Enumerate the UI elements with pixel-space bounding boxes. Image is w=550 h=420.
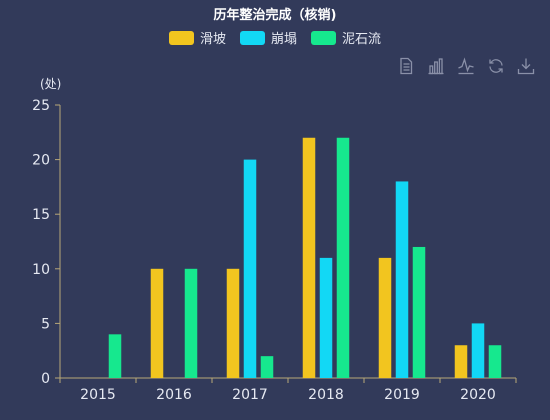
legend-swatch-debris-flow bbox=[311, 30, 336, 45]
bar-泥石流-2018[interactable] bbox=[336, 137, 350, 378]
bar-滑坡-2017[interactable] bbox=[226, 268, 240, 378]
x-tick-label: 2018 bbox=[308, 387, 344, 403]
x-tick-label: 2016 bbox=[156, 387, 192, 403]
bar-泥石流-2017[interactable] bbox=[260, 356, 274, 378]
data-view-icon[interactable] bbox=[396, 56, 416, 76]
bar-滑坡-2020[interactable] bbox=[454, 345, 468, 378]
bar-崩塌-2017[interactable] bbox=[243, 159, 257, 378]
legend-label-debris-flow: 泥石流 bbox=[342, 32, 382, 47]
legend-item-landslide[interactable]: 滑坡 bbox=[168, 28, 226, 47]
bar-崩塌-2019[interactable] bbox=[395, 181, 409, 378]
bar-泥石流-2016[interactable] bbox=[184, 268, 198, 378]
legend-item-debris-flow[interactable]: 泥石流 bbox=[311, 28, 381, 47]
download-icon[interactable] bbox=[516, 56, 536, 76]
y-axis-unit-label: (处) bbox=[40, 77, 61, 91]
y-tick-label: 10 bbox=[32, 262, 50, 278]
x-tick-label: 2015 bbox=[80, 387, 116, 403]
chart-title: 历年整治完成（核销) bbox=[213, 8, 337, 23]
y-tick-label: 20 bbox=[32, 153, 50, 169]
legend-item-collapse[interactable]: 崩塌 bbox=[239, 28, 297, 47]
restore-icon[interactable] bbox=[486, 56, 506, 76]
bar-滑坡-2016[interactable] bbox=[150, 268, 164, 378]
bar-滑坡-2018[interactable] bbox=[302, 137, 316, 378]
legend: 滑坡 崩塌 泥石流 bbox=[0, 28, 550, 47]
x-tick-label: 2019 bbox=[384, 387, 420, 403]
x-tick-label: 2017 bbox=[232, 387, 268, 403]
line-chart-icon[interactable] bbox=[456, 56, 476, 76]
bar-滑坡-2019[interactable] bbox=[378, 257, 392, 378]
y-tick-label: 15 bbox=[32, 207, 50, 223]
legend-label-landslide: 滑坡 bbox=[199, 32, 226, 47]
legend-label-collapse: 崩塌 bbox=[270, 32, 297, 47]
bar-崩塌-2020[interactable] bbox=[471, 323, 485, 378]
y-tick-label: 5 bbox=[41, 316, 50, 332]
bar-泥石流-2020[interactable] bbox=[488, 345, 502, 378]
legend-swatch-landslide bbox=[168, 30, 194, 45]
y-tick-label: 25 bbox=[32, 98, 50, 114]
bar-泥石流-2019[interactable] bbox=[412, 246, 426, 378]
bar-chart-icon[interactable] bbox=[426, 56, 446, 76]
y-tick-label: 0 bbox=[41, 371, 50, 387]
toolbox bbox=[396, 56, 536, 76]
bar-泥石流-2015[interactable] bbox=[108, 334, 122, 378]
legend-swatch-collapse bbox=[239, 30, 265, 45]
x-tick-label: 2020 bbox=[460, 387, 496, 403]
bar-崩塌-2018[interactable] bbox=[319, 257, 333, 378]
